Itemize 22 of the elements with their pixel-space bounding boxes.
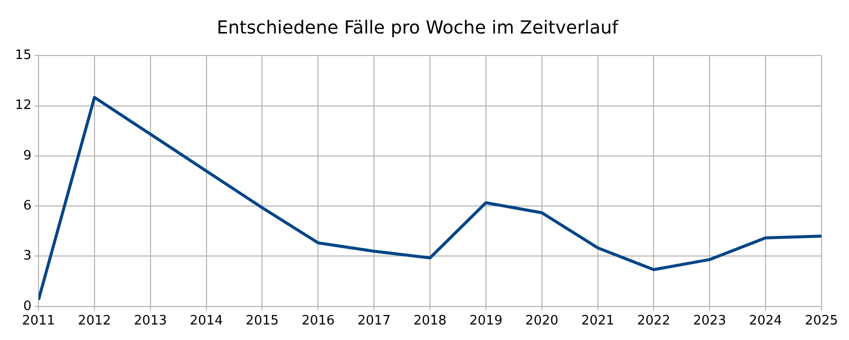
x-tick-label: 2012 bbox=[78, 314, 112, 329]
x-tick-label: 2023 bbox=[693, 314, 726, 329]
y-tick-label: 0 bbox=[23, 298, 32, 314]
x-tick-label: 2015 bbox=[246, 314, 279, 329]
x-tick-label: 2025 bbox=[804, 314, 838, 329]
x-tick-label: 2013 bbox=[134, 314, 167, 329]
x-tick-label: 2017 bbox=[358, 314, 391, 329]
y-tick-label: 6 bbox=[23, 198, 32, 214]
x-tick-label: 2020 bbox=[525, 314, 558, 329]
y-tick-label: 3 bbox=[23, 248, 32, 264]
chart-title: Entschiedene Fälle pro Woche im Zeitverlauf bbox=[216, 17, 619, 38]
x-tick-label: 2024 bbox=[748, 314, 782, 329]
x-tick-label: 2014 bbox=[190, 314, 223, 329]
x-tick-label: 2011 bbox=[22, 314, 56, 329]
x-tick-label: 2019 bbox=[469, 314, 502, 329]
x-tick-label: 2016 bbox=[302, 314, 335, 329]
x-tick-label: 2018 bbox=[413, 314, 447, 329]
y-tick-label: 12 bbox=[14, 98, 32, 114]
x-tick-label: 2021 bbox=[581, 314, 614, 329]
y-tick-label: 9 bbox=[23, 148, 32, 164]
x-tick-label: 2022 bbox=[637, 314, 670, 329]
y-tick-label: 15 bbox=[14, 48, 32, 63]
